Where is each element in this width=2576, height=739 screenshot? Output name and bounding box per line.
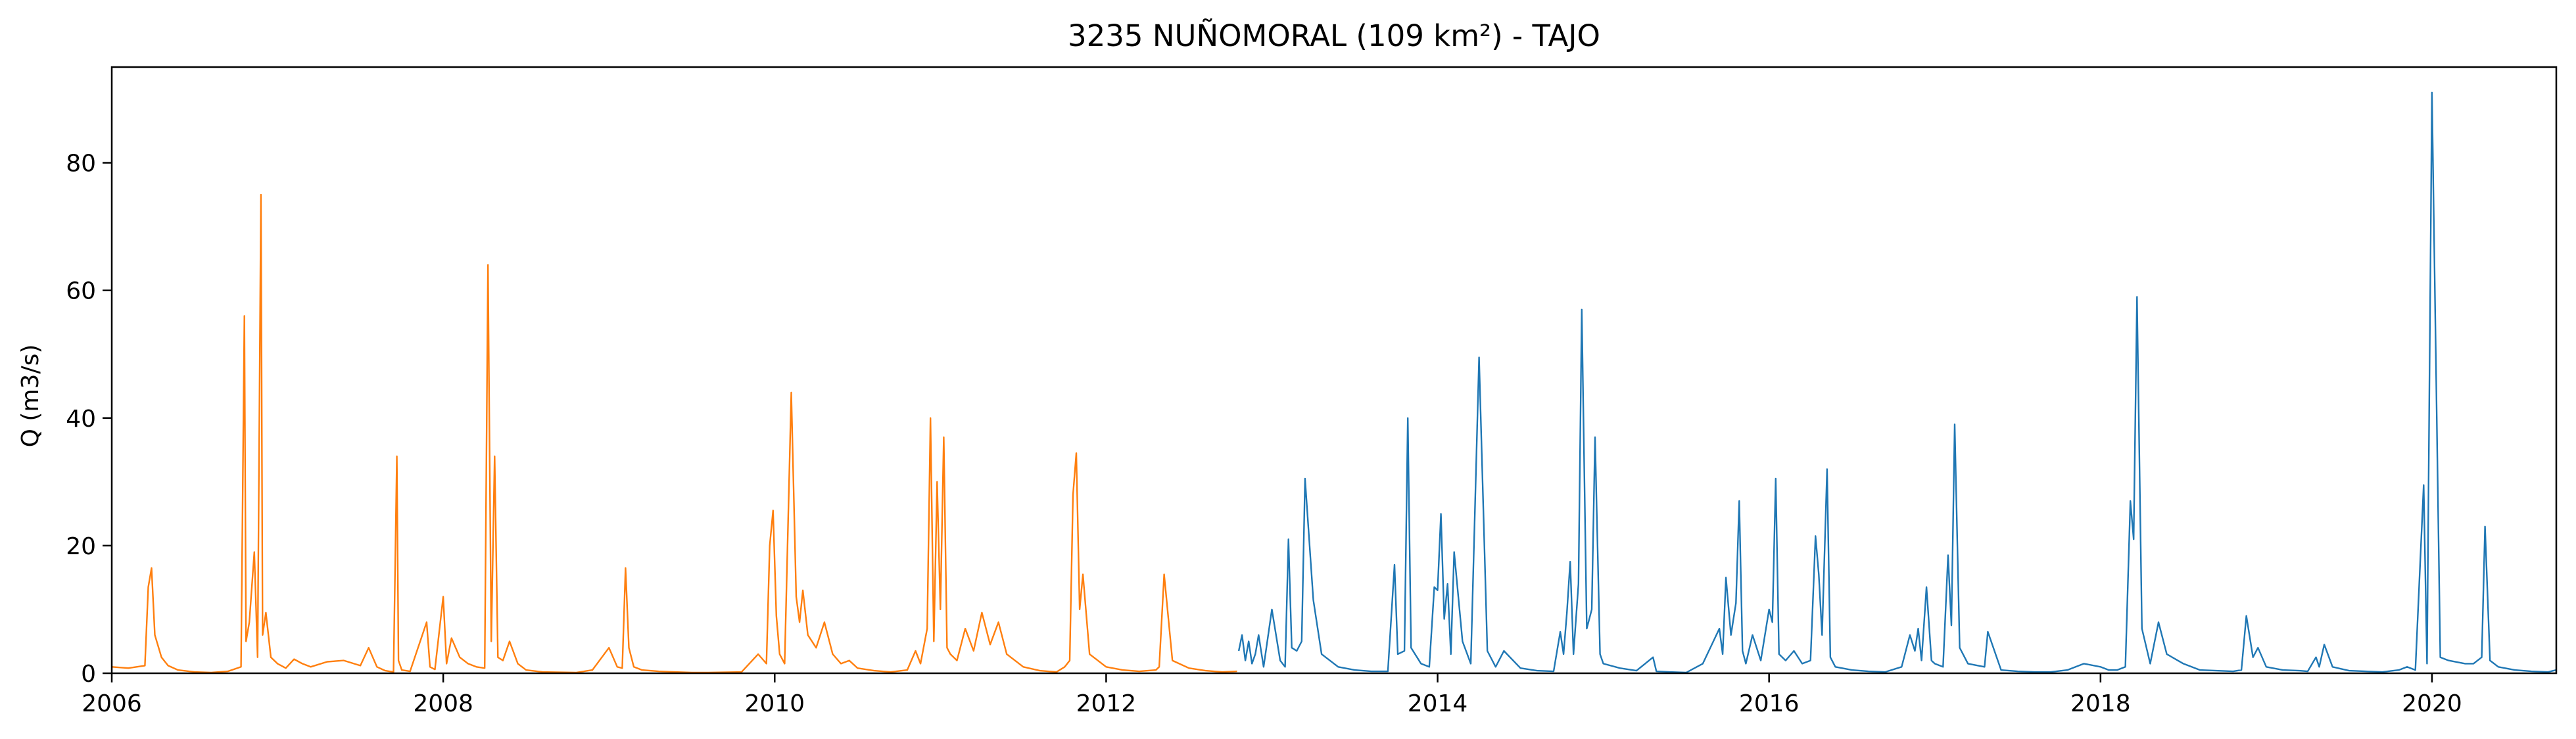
series-line-1 (111, 193, 1237, 674)
x-tick-label: 2008 (413, 690, 473, 717)
x-axis: 2006 2008 2010 2012 2014 2016 2018 2020 (82, 673, 2462, 717)
x-tick-label: 2012 (1076, 690, 1137, 717)
x-tick-label: 2014 (1408, 690, 1468, 717)
y-tick-label: 60 (66, 278, 96, 305)
x-tick-label: 2010 (744, 690, 805, 717)
x-tick-label: 2016 (1739, 690, 1800, 717)
series-layer (111, 91, 2557, 674)
y-axis-label: Q (m3/s) (17, 345, 44, 448)
chart-title: 3235 NUÑOMORAL (109 km²) - TAJO (1068, 18, 1600, 53)
x-tick-label: 2006 (82, 690, 142, 717)
y-tick-label: 80 (66, 151, 96, 178)
x-tick-label: 2018 (2070, 690, 2131, 717)
y-tick-label: 40 (66, 406, 96, 433)
series-line-2 (1237, 91, 2557, 674)
y-axis: 0 20 40 60 80 (66, 151, 112, 688)
y-tick-label: 20 (66, 533, 96, 560)
y-tick-label: 0 (81, 661, 96, 688)
x-tick-label: 2020 (2402, 690, 2462, 717)
plot-frame (110, 66, 2558, 675)
